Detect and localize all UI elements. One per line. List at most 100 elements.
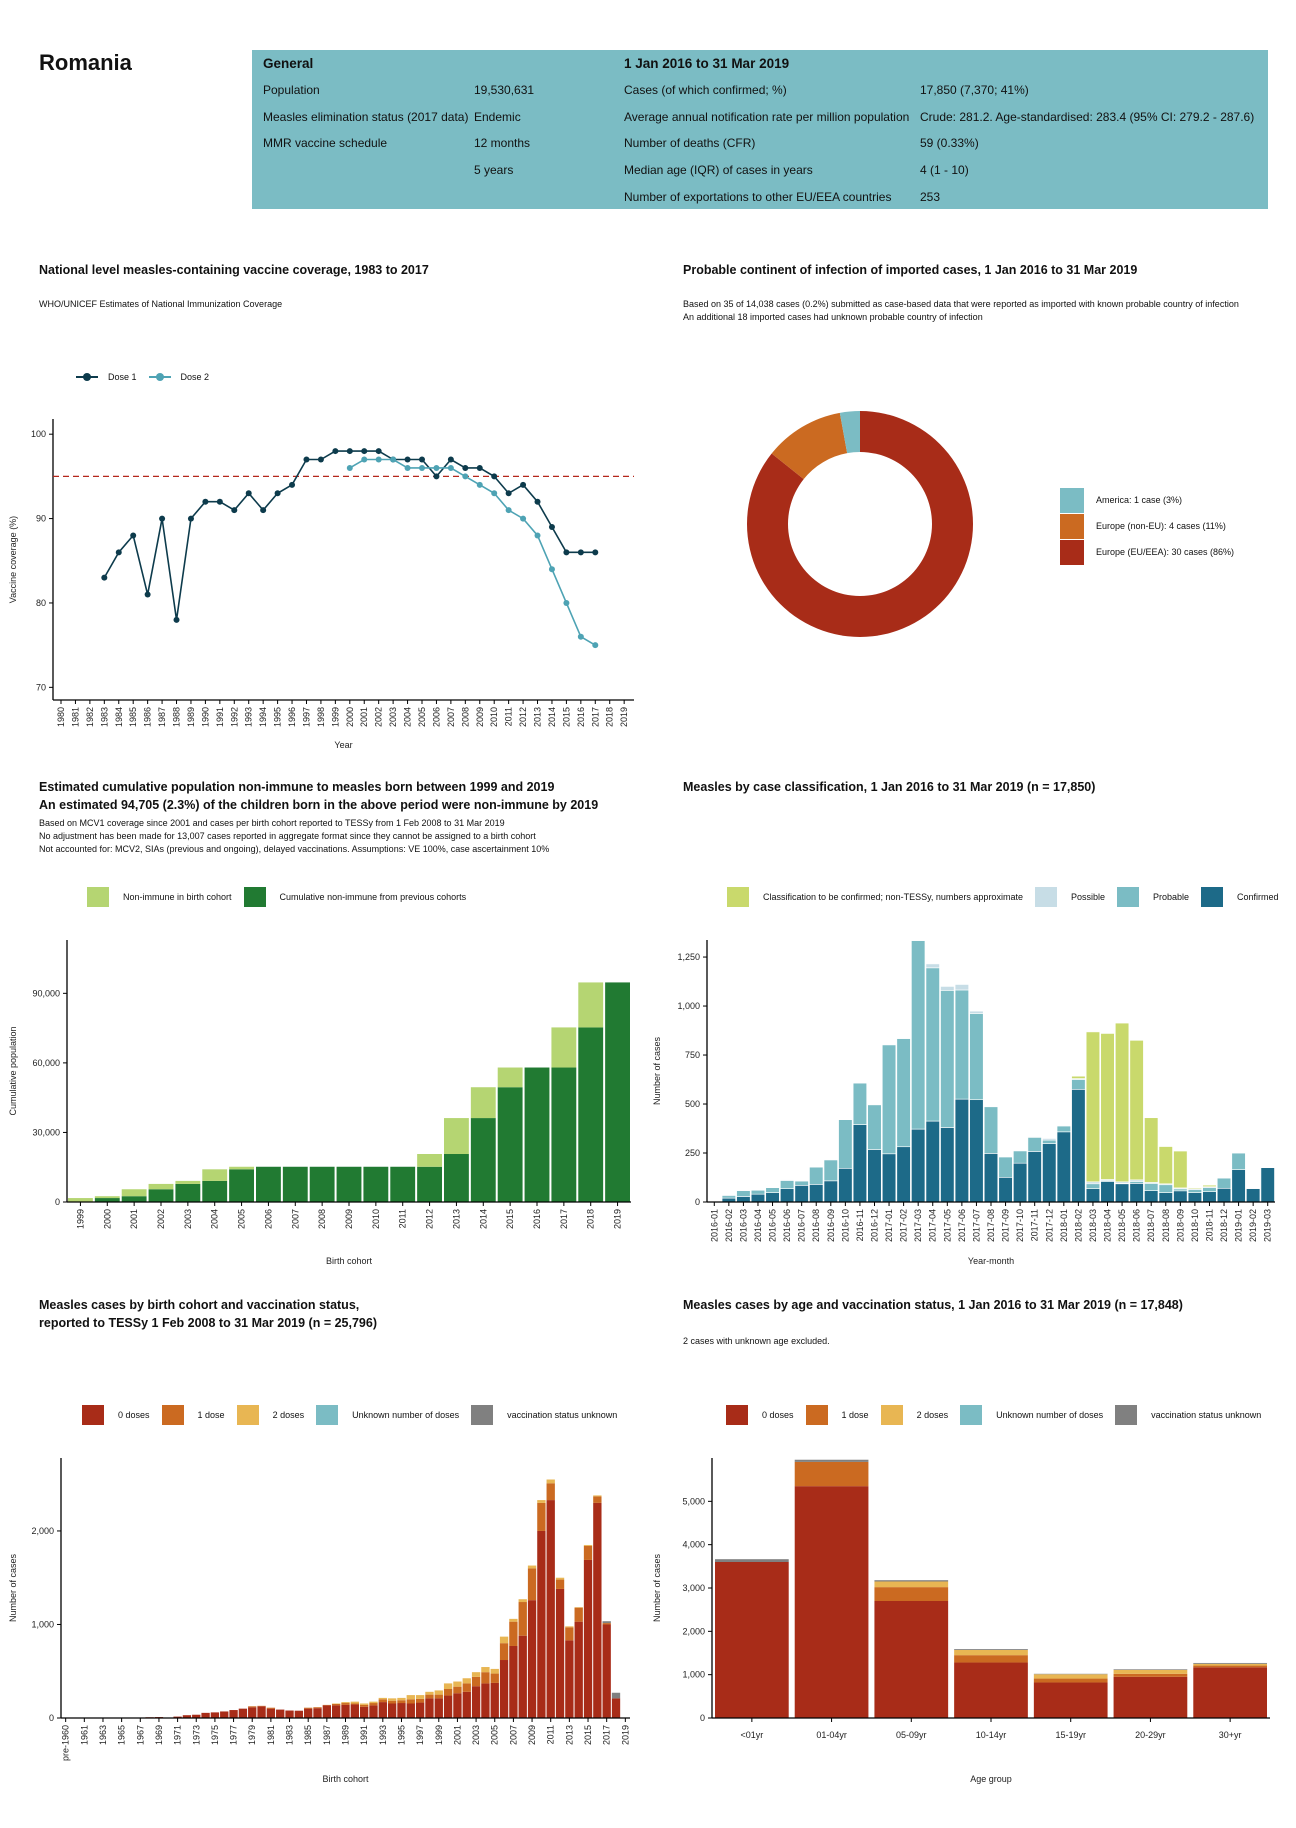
data-point — [173, 616, 180, 623]
x-tick-label: 1986 — [143, 707, 153, 727]
y-tick-label: 70 — [36, 682, 46, 692]
bar-segment — [1042, 1143, 1057, 1203]
bar-segment — [202, 1180, 228, 1202]
bar-segment — [336, 1166, 362, 1202]
legend-swatch — [727, 887, 749, 907]
age-legend: 0 doses 1 dose 2 doses Unknown number of… — [726, 1405, 1273, 1425]
x-tick-label: 1991 — [359, 1725, 369, 1745]
y-tick-label: 60,000 — [32, 1058, 60, 1068]
bar-segment — [896, 1146, 911, 1203]
bar-segment — [1158, 1184, 1173, 1193]
bar-segment — [481, 1667, 490, 1673]
bar-segment — [387, 1700, 397, 1704]
bar-segment — [1071, 1075, 1086, 1079]
data-point — [419, 464, 425, 471]
bar-segment — [173, 1716, 182, 1718]
legend-label: Europe (non-EU): 4 cases (11%) — [1096, 521, 1226, 531]
x-tick-label: 1961 — [79, 1725, 89, 1745]
legend-confirmed: Confirmed — [1201, 887, 1279, 907]
bar-segment — [369, 1701, 378, 1704]
x-tick-label: 1988 — [172, 707, 182, 727]
bar-segment — [780, 1180, 795, 1189]
legend-swatch — [1060, 539, 1084, 565]
bar-segment — [276, 1709, 285, 1718]
data-point — [260, 507, 267, 514]
y-tick-label: 500 — [685, 1099, 700, 1109]
bar-segment — [257, 1706, 266, 1718]
x-tick-label: 05-09yr — [896, 1730, 927, 1740]
bar-segment — [1202, 1184, 1217, 1188]
bar-segment — [593, 1495, 602, 1497]
x-tick-label: 2000 — [345, 707, 355, 727]
age-chart-title: Measles cases by age and vaccination sta… — [683, 1298, 1183, 1312]
bar-segment — [304, 1707, 313, 1709]
x-tick-label: 2017-11 — [1030, 1209, 1040, 1241]
x-tick-label: 1984 — [114, 707, 124, 727]
data-point — [534, 532, 541, 539]
x-tick-label: 2007 — [446, 707, 456, 727]
x-tick-label: 2008 — [317, 1209, 327, 1229]
bar-segment — [565, 1627, 574, 1641]
bar-segment — [497, 1087, 523, 1202]
x-tick-label: 2013 — [564, 1725, 574, 1745]
data-point — [592, 549, 599, 556]
bar-segment — [823, 1180, 838, 1203]
x-tick-label: 1977 — [229, 1725, 239, 1745]
data-point — [390, 456, 397, 463]
bar-segment — [925, 1120, 940, 1203]
coverage-line-chart: 70 80 90 100 Vaccine coverage (%) Year 1980 198… — [8, 419, 634, 750]
bar-segment — [201, 1712, 210, 1718]
x-tick-label: 2018 — [586, 1209, 596, 1229]
legend-swatch — [87, 887, 109, 907]
bar-segment — [874, 1580, 949, 1582]
data-point — [375, 448, 382, 455]
legend-cohort: Non-immune in birth cohort — [87, 887, 232, 907]
legend-label: 1 dose — [197, 1410, 225, 1420]
x-tick-label: 2017-01 — [884, 1209, 894, 1242]
x-tick-label: 1965 — [117, 1725, 127, 1745]
x-tick-label: 2019 — [619, 707, 629, 727]
x-tick-label: 2017-08 — [986, 1209, 996, 1242]
general-row-label: MMR vaccine schedule — [263, 136, 388, 150]
bar-segment — [969, 1099, 984, 1203]
x-tick-label: 1983 — [285, 1725, 295, 1745]
bar-segment — [378, 1699, 387, 1703]
x-tick-label: 2010 — [371, 1209, 381, 1229]
bar-segment — [983, 1153, 999, 1203]
bar-segment — [602, 1621, 611, 1624]
nonimmune-chart-title-1: Estimated cumulative population non-immu… — [39, 780, 555, 794]
bar-segment — [490, 1673, 499, 1683]
x-axis-title: Year-month — [968, 1256, 1014, 1266]
x-tick-label: 2013 — [533, 707, 543, 727]
legend-swatch — [471, 1405, 494, 1425]
bar-segment — [809, 1166, 824, 1168]
bar-segment — [983, 1106, 999, 1154]
y-tick-label: 90,000 — [32, 988, 60, 998]
y-axis-title: Number of cases — [8, 1553, 18, 1622]
data-point — [491, 473, 498, 480]
data-point — [404, 464, 411, 471]
bar-segment — [434, 1698, 443, 1718]
x-tick-label: 01-04yr — [816, 1730, 847, 1740]
x-tick-label: 2003 — [183, 1209, 193, 1229]
bar-segment — [1173, 1190, 1188, 1203]
bar-segment — [415, 1695, 425, 1699]
y-tick-label: 0 — [55, 1197, 60, 1207]
bar-segment — [524, 1067, 550, 1202]
bar-segment — [202, 1169, 228, 1181]
x-tick-label: 2001 — [359, 707, 369, 727]
x-tick-label: 2010 — [489, 707, 499, 727]
bar-segment — [1187, 1187, 1202, 1189]
bar-segment — [397, 1703, 406, 1718]
legend-label: Probable — [1152, 892, 1190, 902]
x-tick-label: 1969 — [154, 1725, 164, 1745]
bar-segment — [443, 1695, 453, 1718]
x-axis-title: Year — [334, 740, 352, 750]
bar-segment — [611, 1692, 621, 1699]
x-tick-label: 2018-11 — [1204, 1209, 1214, 1241]
legend-probable: Probable — [1116, 887, 1190, 907]
bar-segment — [838, 1118, 853, 1120]
legend-dose-1: Dose 1 — [76, 372, 137, 382]
data-point — [231, 507, 238, 514]
x-tick-label: 2013 — [451, 1209, 461, 1229]
